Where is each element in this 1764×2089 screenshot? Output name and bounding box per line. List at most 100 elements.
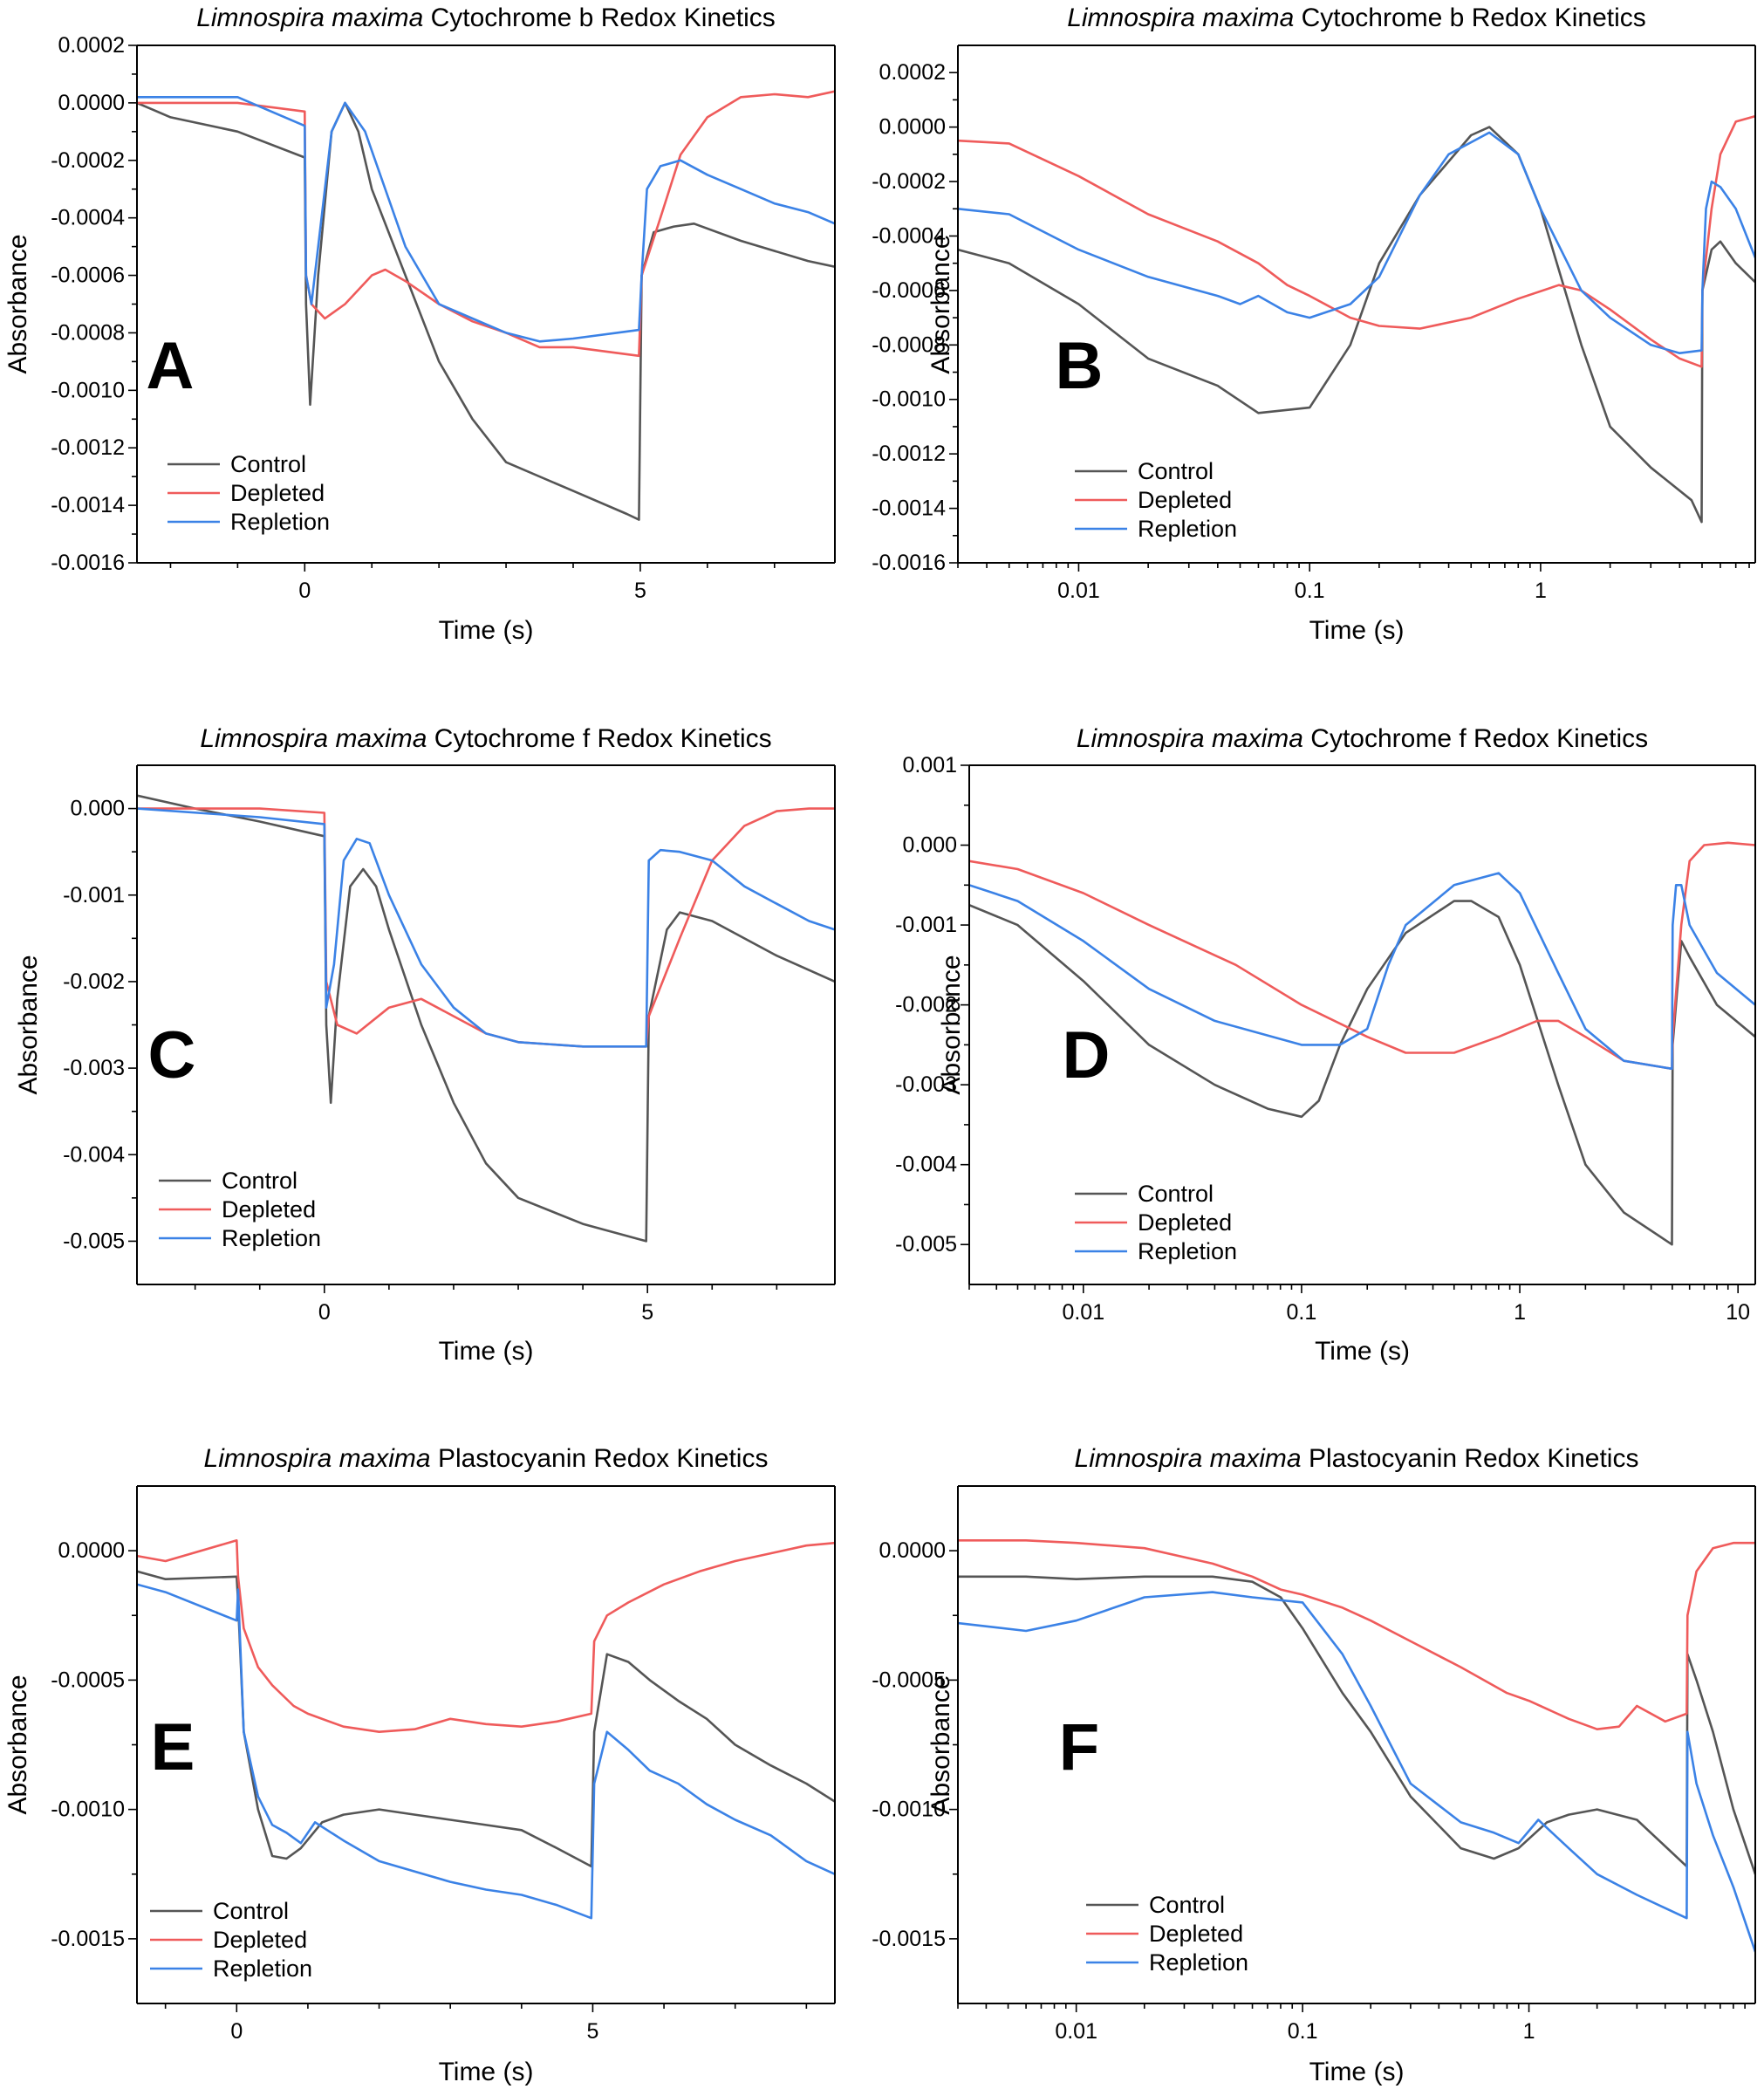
x-axis-label: Time (s) [1309, 616, 1405, 645]
y-tick-label: -0.0002 [51, 148, 125, 173]
chart-title-italic: Limnospira maxima [200, 724, 427, 753]
y-axis-label: Absorbance [14, 955, 43, 1094]
y-tick-label: -0.002 [63, 969, 125, 994]
legend-label-control: Control [213, 1898, 289, 1924]
y-tick-label: 0.0000 [58, 91, 125, 115]
y-tick-label: -0.0008 [872, 332, 946, 357]
y-tick-label: 0.000 [70, 797, 125, 821]
x-tick-label: 1 [1523, 2019, 1535, 2044]
y-tick-label: -0.0016 [51, 551, 125, 575]
y-tick-label: -0.0002 [872, 169, 946, 194]
x-tick-label: 1 [1535, 579, 1547, 603]
panel-letter: A [147, 329, 195, 403]
legend-label-depleted: Depleted [222, 1196, 316, 1223]
y-axis-label: Absorbance [937, 955, 966, 1094]
legend-label-depleted: Depleted [1138, 1209, 1232, 1236]
y-tick-label: -0.001 [63, 883, 125, 908]
y-tick-label: -0.0010 [51, 378, 125, 402]
panel-letter: B [1056, 329, 1104, 403]
y-tick-label: -0.004 [63, 1142, 125, 1167]
x-tick-label: 5 [586, 2019, 598, 2044]
x-tick-label: 1 [1514, 1300, 1526, 1325]
y-tick-label: 0.0002 [58, 33, 125, 58]
series-repletion-line [969, 872, 1755, 1071]
series-depleted-line [137, 807, 835, 1048]
y-tick-label: 0.0000 [879, 1538, 946, 1563]
chart-title-italic: Limnospira maxima [1075, 1444, 1302, 1473]
legend-label-control: Control [1138, 1181, 1214, 1207]
panel-f: 0.0000 -0.0005 -0.0010 -0.0015 0.01 0.1 1 Limno… [872, 1444, 1756, 2086]
series-repletion-line [137, 1583, 835, 1920]
y-tick-label: -0.0012 [872, 442, 946, 466]
y-axis-label: Absorbance [926, 234, 955, 373]
series-depleted-line [958, 1539, 1755, 1730]
series-control-line [958, 126, 1755, 524]
x-tick-label: 10 [1726, 1300, 1750, 1325]
panel-e: 0.0000 -0.0005 -0.0010 -0.0015 0 5 Limnospira … [3, 1444, 836, 2086]
panel-letter: C [148, 1018, 196, 1092]
panel-a: 0.0002 0.0000 -0.0002 -0.0004 -0.0006 -0.0008… [3, 3, 836, 645]
x-axis-label: Time (s) [439, 1337, 534, 1366]
chart-title-rest: Cytochrome b Redox Kinetics [1294, 3, 1646, 32]
series-repletion-line [958, 131, 1755, 354]
x-axis-label: Time (s) [439, 616, 534, 645]
y-tick-label: -0.0004 [51, 206, 125, 230]
y-tick-label: -0.0015 [872, 1927, 946, 1951]
y-tick-label: -0.0004 [872, 223, 946, 248]
y-axis-label: Absorbance [3, 1675, 32, 1814]
x-tick-label: 0.01 [1055, 2019, 1097, 2044]
panel-b: 0.0002 0.0000 -0.0002 -0.0004 -0.0006 -0.0008… [872, 3, 1756, 645]
x-tick-label: 0.1 [1295, 579, 1325, 603]
chart-title: Limnospira maxima Cytochrome f Redox Kin… [1077, 724, 1648, 753]
chart-title-rest: Cytochrome f Redox Kinetics [1303, 724, 1648, 753]
legend-label-depleted: Depleted [230, 480, 325, 506]
legend-label-depleted: Depleted [1138, 487, 1232, 513]
x-axis-label: Time (s) [1309, 2058, 1405, 2086]
panel-d: 0.001 0.000 -0.001 -0.002 -0.003 -0.004 -0.005… [895, 724, 1756, 1366]
series-depleted-line [969, 841, 1755, 1071]
y-tick-label: -0.0014 [51, 493, 125, 517]
y-tick-label: -0.003 [895, 1072, 957, 1097]
y-tick-label: -0.0008 [51, 320, 125, 345]
y-tick-label: 0.001 [902, 753, 957, 777]
y-tick-label: -0.005 [895, 1232, 957, 1257]
series-repletion-line [137, 96, 835, 343]
y-tick-label: 0.000 [902, 833, 957, 858]
legend-label-control: Control [230, 451, 306, 477]
x-tick-label: 5 [634, 579, 646, 603]
legend-label-control: Control [222, 1168, 297, 1194]
y-tick-label: 0.0000 [58, 1538, 125, 1563]
x-tick-label: 5 [641, 1300, 653, 1325]
x-axis-label: Time (s) [1315, 1337, 1410, 1366]
legend-label-repletion: Repletion [1149, 1949, 1248, 1976]
x-tick-label: 0 [298, 579, 311, 603]
series-repletion-line [958, 1591, 1755, 1953]
chart-title: Limnospira maxima Cytochrome b Redox Kin… [1067, 3, 1646, 32]
y-tick-label: -0.002 [895, 993, 957, 1017]
chart-title-rest: Plastocyanin Redox Kinetics [431, 1444, 769, 1473]
chart-title: Limnospira maxima Plastocyanin Redox Kin… [204, 1444, 769, 1473]
x-tick-label: 0 [230, 2019, 243, 2044]
y-tick-label: -0.0010 [872, 387, 946, 412]
chart-title-italic: Limnospira maxima [1077, 724, 1303, 753]
y-tick-label: -0.0012 [51, 435, 125, 460]
panel-c: 0.000 -0.001 -0.002 -0.003 -0.004 -0.005 0 5 Lim… [14, 724, 836, 1366]
y-tick-label: -0.001 [895, 913, 957, 937]
legend-label-control: Control [1138, 458, 1214, 484]
chart-title: Limnospira maxima Cytochrome f Redox Kin… [200, 724, 771, 753]
series-repletion-line [137, 807, 835, 1048]
panel-letter: E [151, 1710, 195, 1784]
x-tick-label: 0.1 [1287, 1300, 1317, 1325]
series-depleted-line [137, 1539, 835, 1733]
y-tick-label: -0.0010 [51, 1798, 125, 1822]
chart-title-rest: Cytochrome b Redox Kinetics [423, 3, 776, 32]
chart-title-italic: Limnospira maxima [196, 3, 423, 32]
y-tick-label: -0.0005 [872, 1668, 946, 1692]
panel-letter: D [1063, 1018, 1111, 1092]
y-tick-label: 0.0000 [879, 115, 946, 140]
panel-letter: F [1059, 1710, 1099, 1784]
legend-label-depleted: Depleted [213, 1927, 307, 1953]
y-tick-label: -0.0006 [872, 278, 946, 303]
x-tick-label: 0.01 [1062, 1300, 1104, 1325]
